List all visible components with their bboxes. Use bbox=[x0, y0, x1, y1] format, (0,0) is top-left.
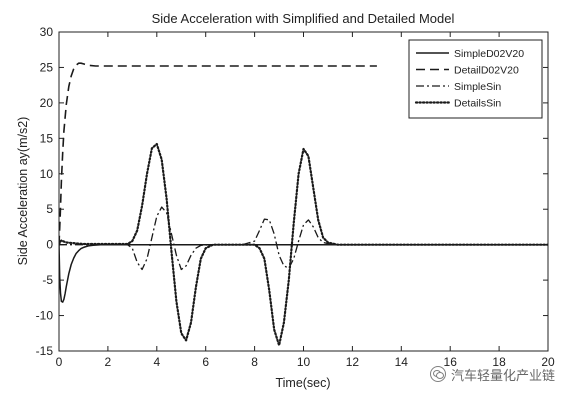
x-tick-label: 4 bbox=[153, 355, 160, 369]
y-tick-label: 25 bbox=[40, 60, 54, 74]
y-tick-label: 20 bbox=[40, 96, 54, 110]
x-tick-label: 8 bbox=[251, 355, 258, 369]
wechat-icon bbox=[430, 366, 446, 382]
x-tick-label: 6 bbox=[202, 355, 209, 369]
legend-label: DetailD02V20 bbox=[454, 65, 519, 77]
y-tick-label: -15 bbox=[36, 344, 54, 358]
legend-label: SimpleD02V20 bbox=[454, 48, 524, 60]
legend-label: DetailsSin bbox=[454, 98, 501, 110]
x-tick-label: 12 bbox=[346, 355, 360, 369]
x-tick-label: 10 bbox=[297, 355, 311, 369]
legend-label: SimpleSin bbox=[454, 81, 501, 93]
x-tick-label: 2 bbox=[105, 355, 112, 369]
x-tick-label: 18 bbox=[492, 355, 506, 369]
chart-title: Side Acceleration with Simplified and De… bbox=[152, 11, 455, 26]
y-tick-label: 15 bbox=[40, 131, 54, 145]
y-tick-label: 10 bbox=[40, 167, 54, 181]
x-tick-label: 16 bbox=[444, 355, 458, 369]
x-tick-label: 14 bbox=[395, 355, 409, 369]
x-tick-label: 0 bbox=[56, 355, 63, 369]
series-line-simplesin bbox=[59, 206, 548, 271]
series-line-detailssin bbox=[59, 142, 548, 347]
x-axis-label: Time(sec) bbox=[275, 376, 330, 390]
watermark: 汽车轻量化产业链 bbox=[430, 364, 555, 384]
y-tick-label: -5 bbox=[42, 273, 53, 287]
y-tick-label: -10 bbox=[36, 309, 54, 323]
y-tick-label: 5 bbox=[46, 202, 53, 216]
y-axis-label: Side Acceleration ay(m/s2) bbox=[16, 117, 30, 266]
x-tick-label: 20 bbox=[541, 355, 555, 369]
watermark-text: 汽车轻量化产业链 bbox=[451, 368, 556, 384]
y-tick-label: 0 bbox=[46, 238, 53, 252]
y-tick-label: 30 bbox=[40, 25, 54, 39]
series-line-detaild02v20 bbox=[59, 62, 377, 245]
series-line-simpled02v20 bbox=[59, 243, 548, 303]
